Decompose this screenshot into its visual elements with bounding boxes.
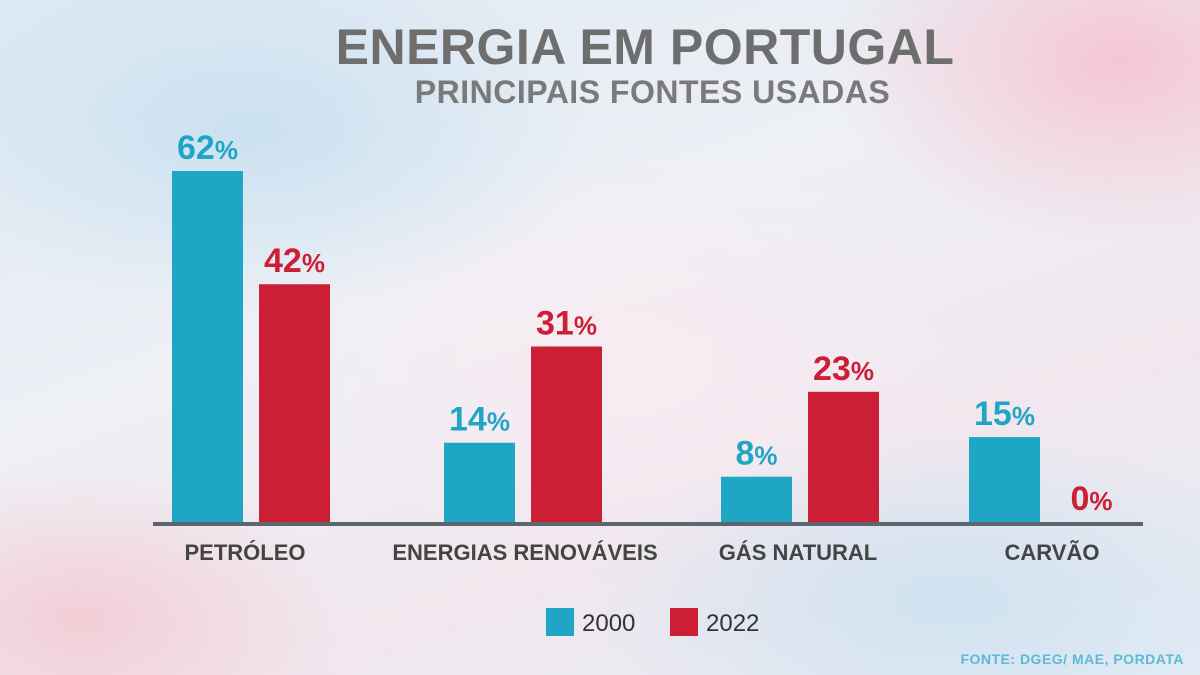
bar-2022-0 [259, 284, 330, 522]
value-label-2022-1: 31% [536, 305, 597, 343]
category-label-2: GÁS NATURAL [719, 540, 877, 565]
category-label-3: CARVÃO [1005, 540, 1100, 565]
value-label-2000-1: 14% [449, 401, 510, 439]
value-label-2022-0: 42% [264, 242, 325, 280]
legend-label-2000: 2000 [582, 610, 635, 637]
chart-subtitle: PRINCIPAIS FONTES USADAS [414, 74, 891, 110]
legend-swatch-2022 [670, 608, 698, 636]
x-axis-line [153, 522, 1143, 526]
bar-2000-2 [721, 476, 792, 522]
chart-title: ENERGIA EM PORTUGAL [335, 19, 955, 75]
value-label-2000-3: 15% [974, 395, 1035, 433]
category-label-0: PETRÓLEO [184, 540, 305, 565]
value-label-2022-2: 23% [813, 350, 874, 388]
legend-swatch-2000 [546, 608, 574, 636]
legend-label-2022: 2022 [706, 610, 759, 637]
bar-2000-1 [444, 442, 515, 522]
value-label-2022-3: 0% [1070, 480, 1112, 518]
bar-2000-0 [172, 171, 243, 522]
category-label-1: ENERGIAS RENOVÁVEIS [392, 540, 657, 565]
value-label-2000-0: 62% [177, 129, 238, 167]
source-note: FONTE: DGEG/ MAE, PORDATA [960, 651, 1184, 667]
bar-2000-3 [969, 437, 1040, 522]
bar-2022-1 [531, 346, 602, 522]
bar-2022-2 [808, 391, 879, 522]
value-label-2000-2: 8% [735, 435, 777, 473]
